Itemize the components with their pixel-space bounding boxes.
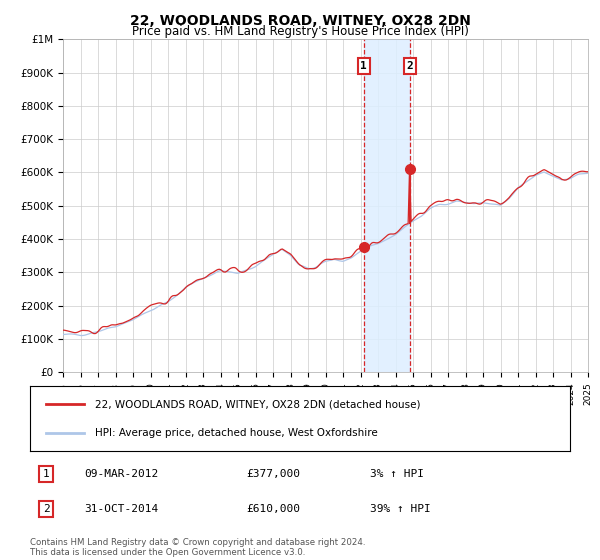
Bar <box>364 39 410 372</box>
Text: 2: 2 <box>43 504 50 514</box>
Text: 1: 1 <box>43 469 50 479</box>
Text: 3% ↑ HPI: 3% ↑ HPI <box>370 469 424 479</box>
Text: 22, WOODLANDS ROAD, WITNEY, OX28 2DN: 22, WOODLANDS ROAD, WITNEY, OX28 2DN <box>130 14 470 28</box>
Text: £610,000: £610,000 <box>246 504 300 514</box>
Text: 39% ↑ HPI: 39% ↑ HPI <box>370 504 431 514</box>
Text: 2: 2 <box>407 61 413 71</box>
Text: 22, WOODLANDS ROAD, WITNEY, OX28 2DN (detached house): 22, WOODLANDS ROAD, WITNEY, OX28 2DN (de… <box>95 399 420 409</box>
Text: 09-MAR-2012: 09-MAR-2012 <box>84 469 158 479</box>
Text: Price paid vs. HM Land Registry's House Price Index (HPI): Price paid vs. HM Land Registry's House … <box>131 25 469 38</box>
Text: HPI: Average price, detached house, West Oxfordshire: HPI: Average price, detached house, West… <box>95 428 377 438</box>
Text: £377,000: £377,000 <box>246 469 300 479</box>
Text: 31-OCT-2014: 31-OCT-2014 <box>84 504 158 514</box>
Text: Contains HM Land Registry data © Crown copyright and database right 2024.
This d: Contains HM Land Registry data © Crown c… <box>30 538 365 557</box>
Text: 1: 1 <box>361 61 367 71</box>
